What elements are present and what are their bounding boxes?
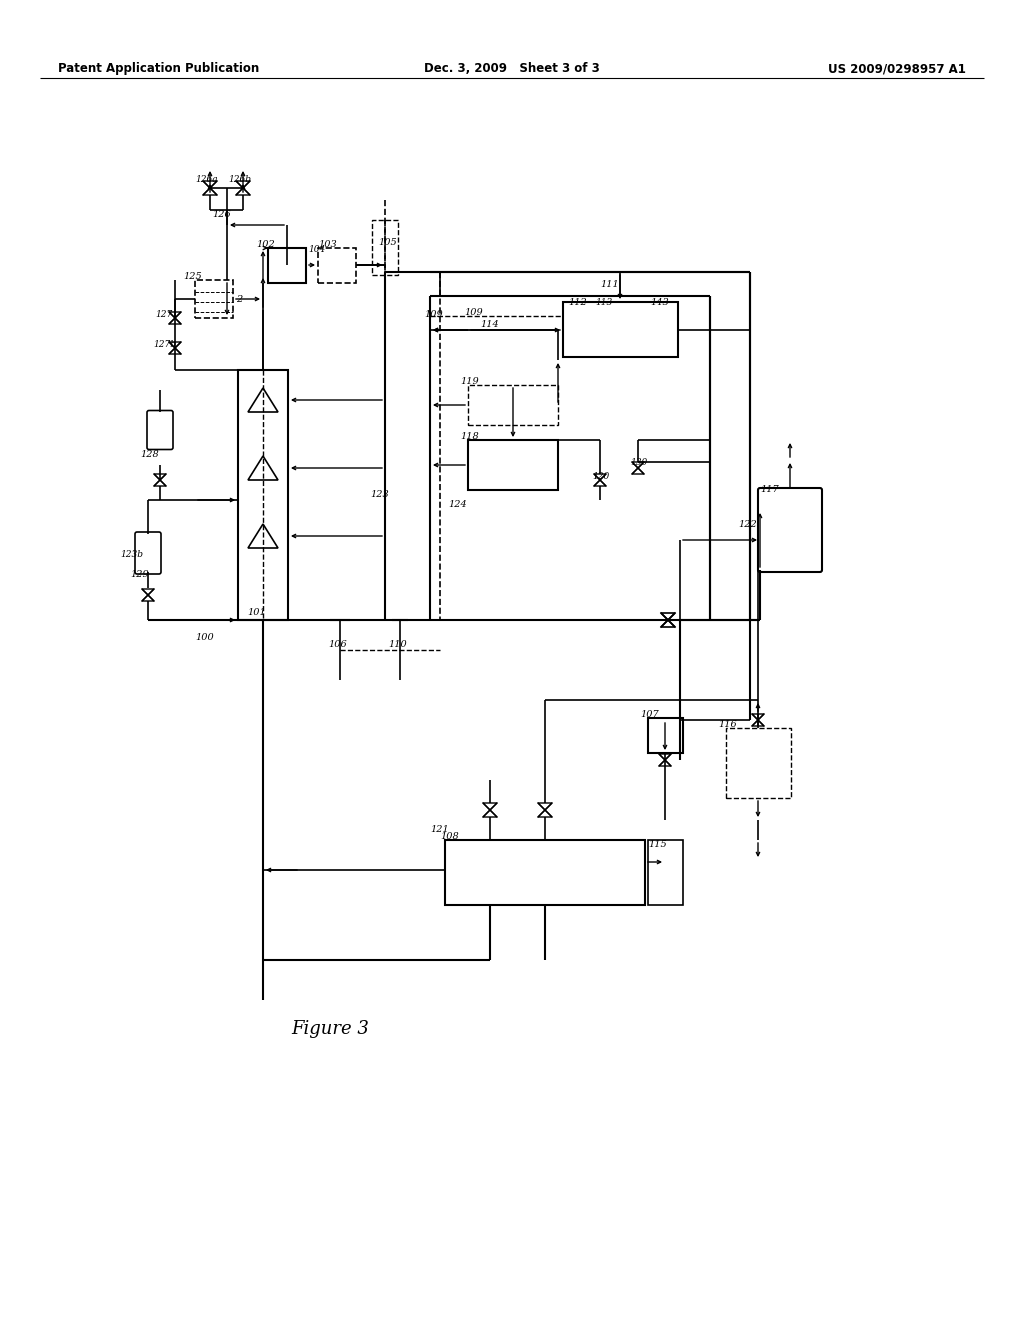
Polygon shape: [752, 714, 764, 726]
Bar: [648, 718, 683, 752]
Text: 124: 124: [449, 500, 467, 510]
Bar: [318, 248, 356, 282]
Bar: [268, 248, 306, 282]
Text: 116: 116: [718, 719, 736, 729]
Polygon shape: [248, 455, 278, 480]
FancyBboxPatch shape: [135, 532, 161, 574]
Bar: [445, 840, 645, 906]
Polygon shape: [236, 181, 250, 195]
Text: 127b: 127b: [153, 341, 176, 348]
Text: 128: 128: [140, 450, 159, 459]
Polygon shape: [632, 462, 644, 474]
Text: 2: 2: [236, 294, 243, 304]
Polygon shape: [662, 612, 675, 627]
Bar: [648, 840, 683, 906]
Text: 114: 114: [480, 319, 499, 329]
Text: 105: 105: [378, 238, 396, 247]
Text: 130: 130: [630, 458, 647, 467]
Text: 112: 112: [568, 298, 587, 308]
Text: 110: 110: [388, 640, 407, 649]
Text: 109: 109: [424, 310, 442, 319]
Bar: [563, 302, 678, 356]
Polygon shape: [659, 754, 671, 766]
Bar: [468, 440, 558, 490]
Text: 126: 126: [212, 210, 230, 219]
Text: 111: 111: [600, 280, 618, 289]
Text: 109: 109: [464, 308, 482, 317]
Text: 103: 103: [318, 240, 337, 249]
Bar: [238, 370, 288, 620]
Text: 120: 120: [592, 473, 609, 480]
FancyBboxPatch shape: [147, 411, 173, 450]
Text: 122: 122: [738, 520, 757, 529]
Polygon shape: [538, 803, 552, 817]
Text: 117: 117: [760, 484, 778, 494]
Bar: [372, 220, 398, 275]
Text: 102: 102: [256, 240, 274, 249]
Polygon shape: [169, 342, 181, 354]
Polygon shape: [594, 474, 606, 486]
Text: 100: 100: [195, 634, 214, 642]
Bar: [195, 280, 233, 318]
Text: 125: 125: [183, 272, 202, 281]
Text: US 2009/0298957 A1: US 2009/0298957 A1: [828, 62, 966, 75]
Text: 113: 113: [595, 298, 612, 308]
Text: 121: 121: [430, 825, 449, 834]
Text: 126a: 126a: [195, 176, 218, 183]
Text: 107: 107: [640, 710, 658, 719]
Text: 115: 115: [648, 840, 667, 849]
Text: 129: 129: [130, 570, 148, 579]
Text: 123: 123: [370, 490, 389, 499]
Polygon shape: [154, 474, 166, 486]
Text: 106: 106: [328, 640, 347, 649]
Text: 127: 127: [155, 310, 172, 319]
Text: Dec. 3, 2009   Sheet 3 of 3: Dec. 3, 2009 Sheet 3 of 3: [424, 62, 600, 75]
Polygon shape: [169, 312, 181, 323]
FancyBboxPatch shape: [758, 488, 822, 572]
Text: Patent Application Publication: Patent Application Publication: [58, 62, 259, 75]
Polygon shape: [203, 181, 217, 195]
Polygon shape: [142, 589, 154, 601]
Text: Figure 3: Figure 3: [291, 1020, 369, 1038]
Text: 119: 119: [460, 378, 479, 385]
Polygon shape: [248, 388, 278, 412]
Text: 104: 104: [308, 246, 326, 253]
Text: 108: 108: [440, 832, 459, 841]
Text: 101: 101: [247, 609, 266, 616]
Text: 118: 118: [460, 432, 479, 441]
Polygon shape: [483, 803, 497, 817]
Polygon shape: [248, 524, 278, 548]
Text: 126b: 126b: [228, 176, 251, 183]
Text: 143: 143: [650, 298, 669, 308]
Bar: [726, 729, 791, 799]
Bar: [468, 385, 558, 425]
Text: 123b: 123b: [120, 550, 143, 558]
